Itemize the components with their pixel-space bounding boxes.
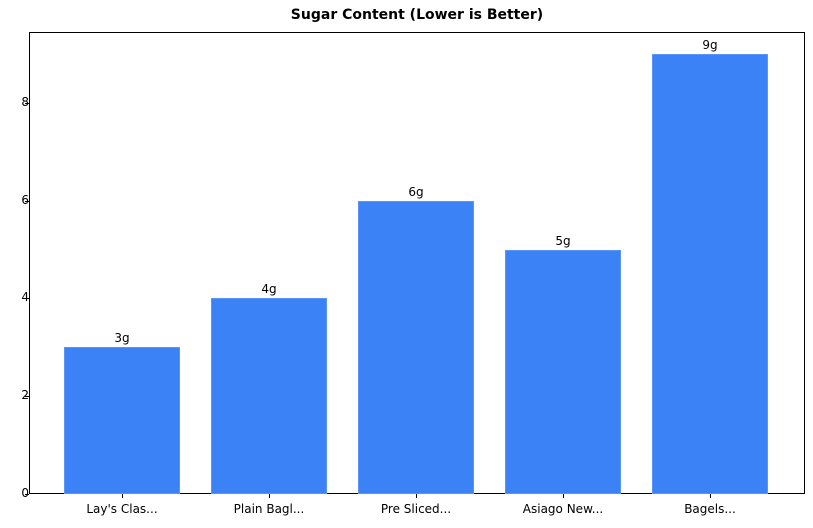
y-tick-label: 6 — [21, 192, 29, 207]
bar — [505, 249, 621, 494]
bar-value-label: 5g — [555, 233, 571, 248]
y-tick-label: 8 — [21, 94, 29, 109]
bar-value-label: 4g — [261, 282, 277, 297]
x-tick-mark — [122, 494, 123, 498]
x-tick-mark — [269, 494, 270, 498]
bar-value-label: 3g — [114, 331, 130, 346]
bar — [211, 298, 327, 494]
bar-value-label: 9g — [702, 37, 718, 52]
chart-title: Sugar Content (Lower is Better) — [290, 7, 544, 23]
x-tick-mark — [563, 494, 564, 498]
y-tick-mark — [25, 396, 29, 398]
y-tick-label: 4 — [21, 290, 29, 305]
x-tick-mark — [416, 494, 417, 498]
bar — [358, 200, 474, 494]
bar-value-label: 6g — [408, 184, 424, 199]
bar — [64, 347, 180, 494]
x-tick-label: Plain Bagl... — [233, 502, 305, 516]
y-tick-label: 2 — [21, 388, 29, 403]
y-tick-label: 0 — [21, 486, 29, 500]
x-tick-label: Lay's Clas... — [86, 502, 158, 516]
x-tick-mark — [710, 494, 711, 498]
y-tick-mark — [25, 298, 29, 300]
y-tick-mark — [25, 102, 29, 104]
x-tick-label: Pre Sliced... — [380, 502, 452, 516]
x-tick-label: Asiago New... — [522, 502, 604, 516]
bar — [652, 53, 768, 494]
x-tick-label: Bagels... — [684, 502, 736, 516]
y-tick-mark — [25, 200, 29, 202]
y-tick-mark — [25, 494, 29, 495]
